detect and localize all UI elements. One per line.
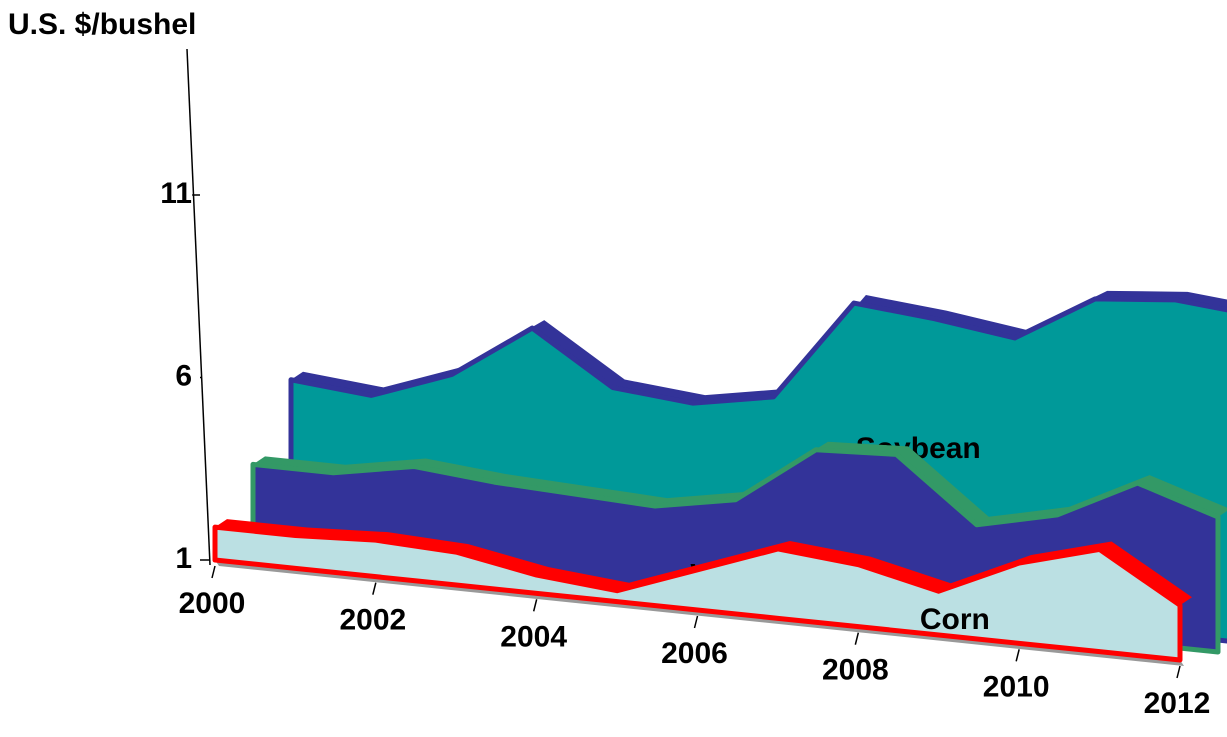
x-tick (1015, 649, 1020, 662)
x-tick-label: 2002 (339, 604, 406, 637)
x-tick-label: 2008 (822, 654, 889, 687)
x-tick (693, 615, 699, 629)
x-tick (854, 632, 860, 645)
y-tick-label: 1 (175, 542, 192, 575)
x-tick-label: 2010 (983, 670, 1050, 703)
x-tick-label: 2000 (179, 587, 246, 620)
y-tick-label: 11 (160, 177, 192, 210)
series-label: Corn (920, 603, 990, 636)
y-tick-label: 6 (175, 359, 192, 392)
area (212, 524, 1183, 663)
y-axis-label: U.S. $/bushel (8, 8, 196, 41)
x-tick-label: 2004 (500, 620, 567, 653)
x-tick (532, 599, 538, 612)
x-tick (1176, 665, 1181, 679)
area-depth (215, 519, 1192, 606)
x-tick-label: 2006 (661, 637, 728, 670)
y-axis (186, 48, 211, 566)
x-tick (211, 565, 216, 579)
x-tick (372, 582, 377, 595)
x-tick-label: 2012 (1144, 687, 1211, 720)
